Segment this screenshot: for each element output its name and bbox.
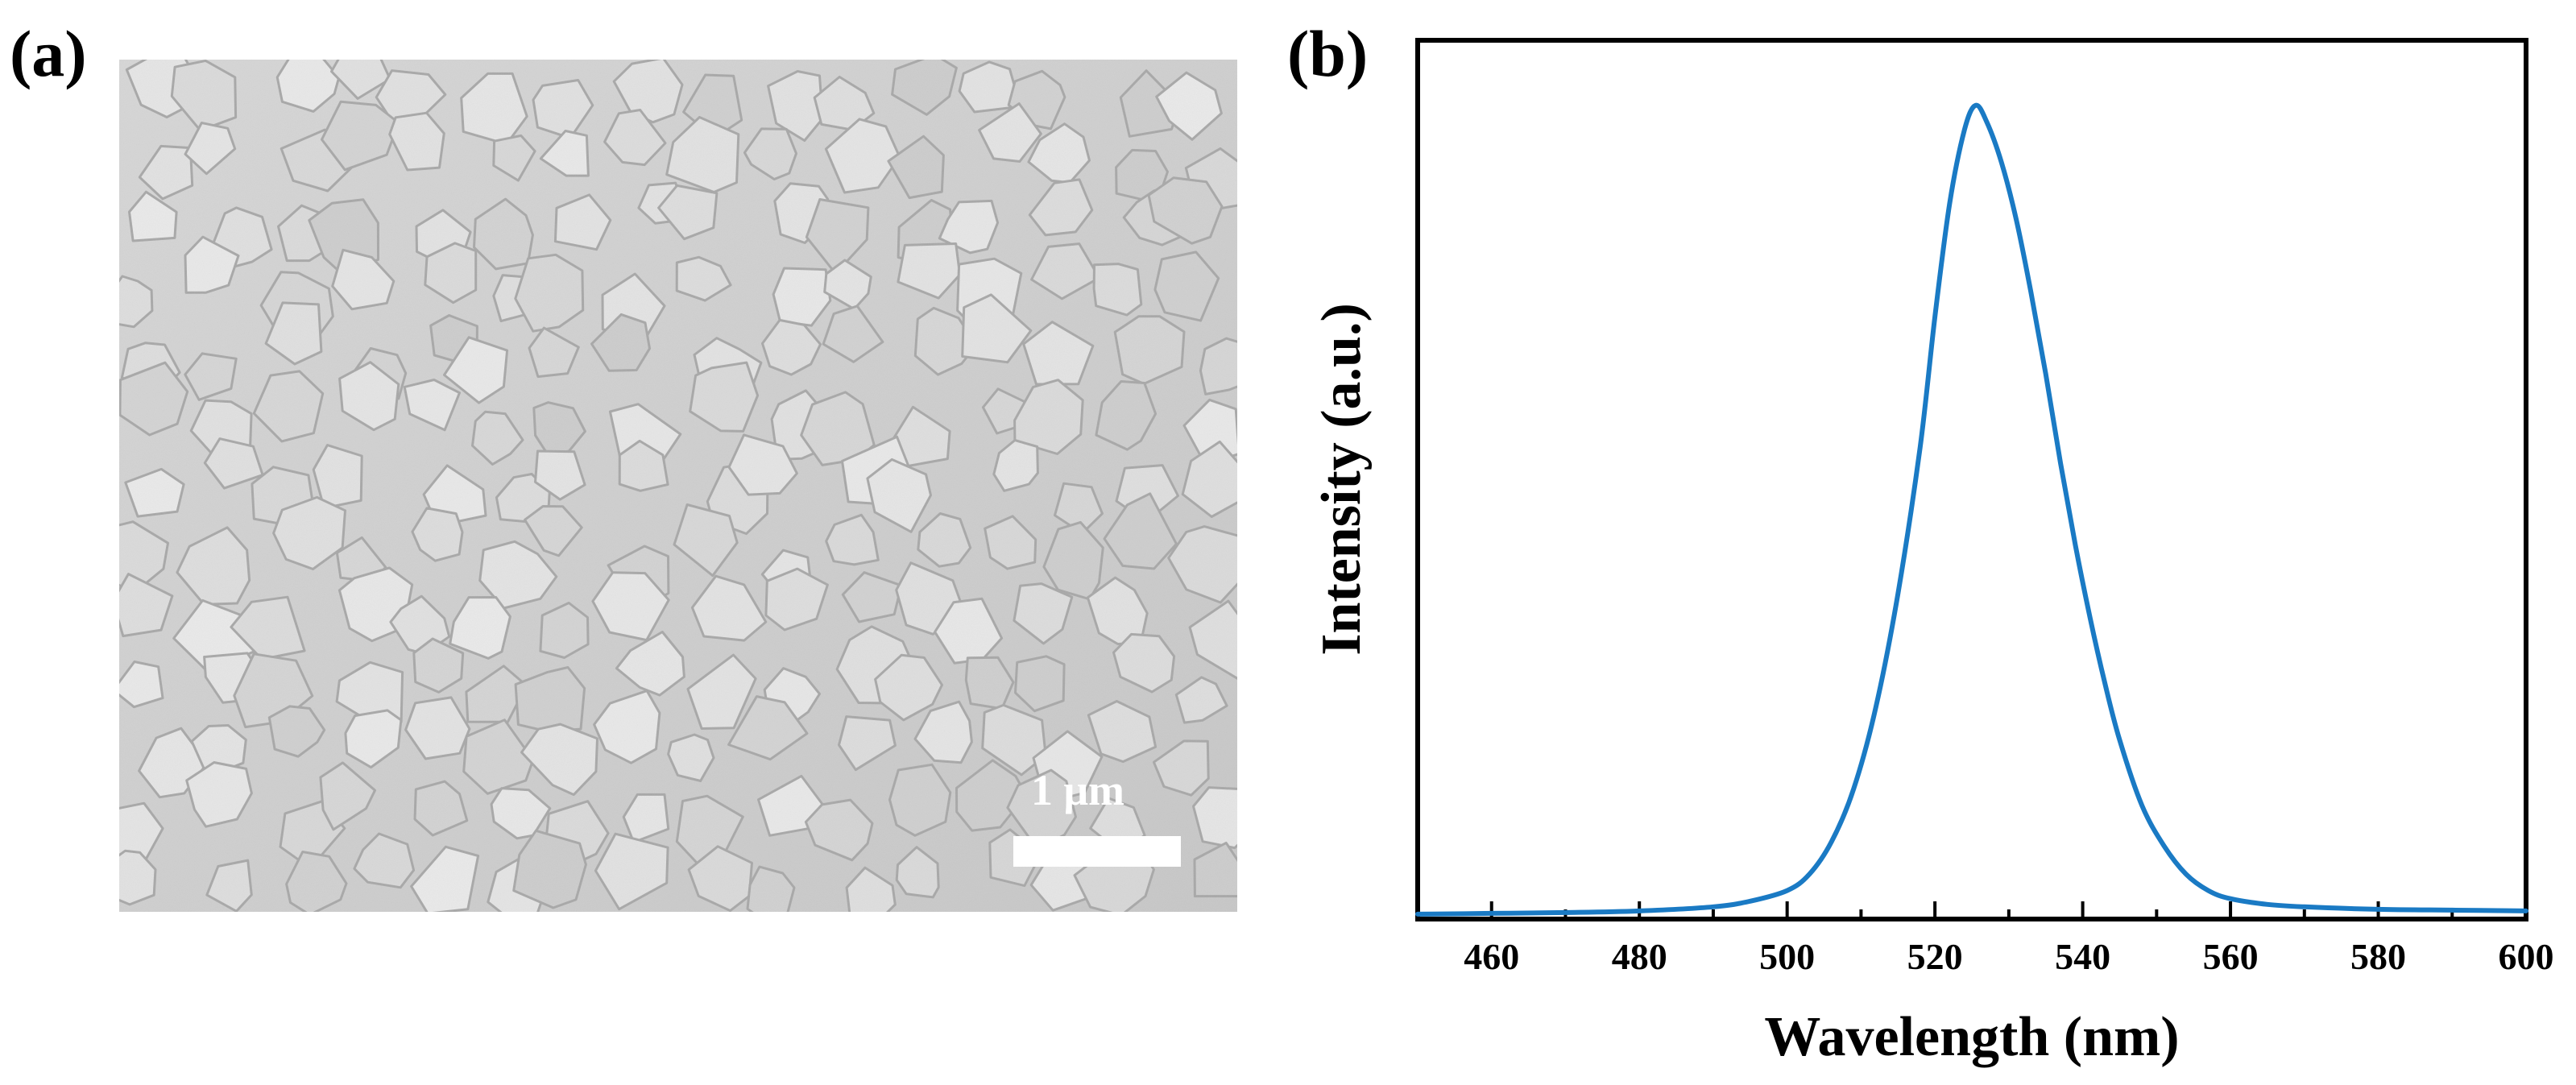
x-tick-label: 580 <box>2350 936 2406 977</box>
series-line-intensity <box>1415 102 2528 917</box>
sem-micrograph: 1 μm <box>119 60 1237 912</box>
panel-a-label: (a) <box>10 17 87 90</box>
x-axis-title: Wavelength (nm) <box>1764 1006 2179 1068</box>
x-tick-label: 600 <box>2499 936 2554 977</box>
panel-b-label: (b) <box>1287 17 1369 90</box>
x-tick-label: 540 <box>2055 936 2110 977</box>
scale-bar-label: 1 μm <box>1031 766 1124 814</box>
x-tick-label: 460 <box>1464 936 1519 977</box>
x-axis-ticks <box>1416 901 2528 919</box>
pl-spectrum-chart: 460 480 500 520 540 560 580 600 Wavelength (nm)… <box>1311 38 2554 1068</box>
scale-bar <box>1013 836 1181 867</box>
plot-frame <box>1415 38 2528 921</box>
x-tick-label: 560 <box>2203 936 2259 977</box>
y-axis-title: Intensity (a.u.) <box>1311 303 1373 656</box>
x-tick-label: 500 <box>1759 936 1815 977</box>
x-axis-tick-labels: 460 480 500 520 540 560 580 600 <box>1464 936 2553 977</box>
x-tick-label: 480 <box>1612 936 1667 977</box>
x-tick-label: 520 <box>1907 936 1963 977</box>
